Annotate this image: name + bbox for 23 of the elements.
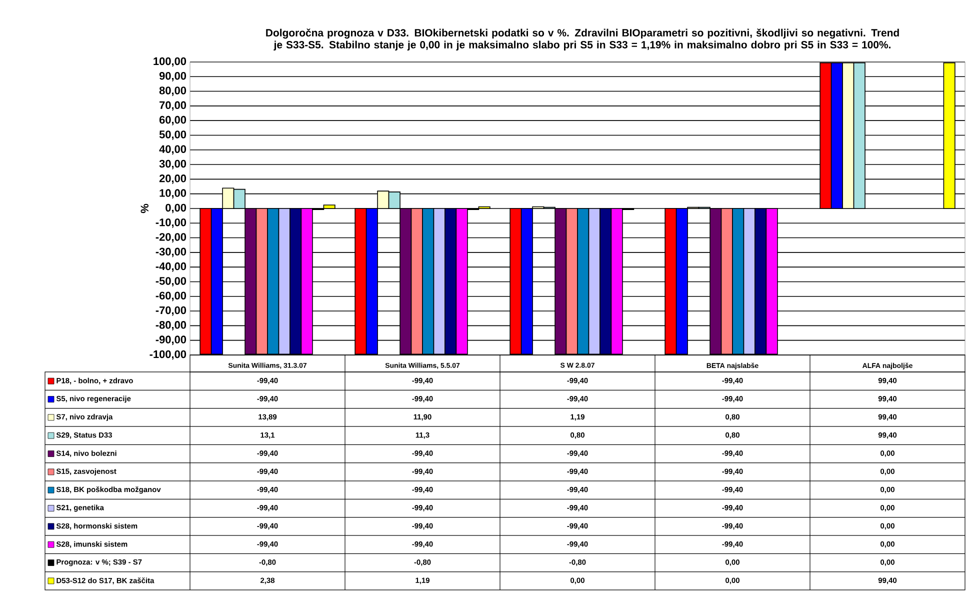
y-tick-label: 50,00 bbox=[159, 130, 186, 140]
y-tick-label: -100,00 bbox=[150, 350, 186, 360]
y-tick-label: -40,00 bbox=[156, 262, 186, 272]
y-tick-label: -50,00 bbox=[156, 277, 186, 286]
y-axis-title: % bbox=[140, 204, 148, 214]
y-tick-label: 100,00 bbox=[154, 57, 186, 67]
y-tick-label: 70,00 bbox=[160, 101, 186, 111]
y-tick-label: -60,00 bbox=[156, 292, 186, 302]
y-tick-label: -10,00 bbox=[156, 218, 186, 228]
chart-title: Dolgoročna prognoza v D33. BIOkibernetski podatki so v %. Zdravilni BIOparametri so pozitivni, škodljivi so negativni. Trend je S33-S5. Stabilno stanje je 0,00 in je maksimalno slabo pri S5 in S33 = 1,19% in maksimalno dobro pri S5 in S33 = 100%. bbox=[266, 28, 899, 50]
y-tick-label: -80,00 bbox=[156, 321, 186, 330]
y-tick-label: 20,00 bbox=[159, 174, 186, 184]
y-tick-label: -70,00 bbox=[156, 306, 186, 316]
y-tick-label: -90,00 bbox=[156, 336, 186, 346]
y-tick-label: 10,00 bbox=[160, 189, 186, 199]
y-tick-label: -20,00 bbox=[156, 233, 186, 242]
y-tick-label: 40,00 bbox=[159, 145, 186, 155]
y-tick-label: -30,00 bbox=[156, 248, 186, 258]
y-tick-label: 80,00 bbox=[159, 86, 186, 96]
y-tick-label: 0,00 bbox=[166, 204, 186, 214]
y-tick-label: 30,00 bbox=[159, 160, 186, 170]
y-tick-label: 90,00 bbox=[159, 72, 186, 82]
y-tick-label: 60,00 bbox=[159, 116, 186, 126]
